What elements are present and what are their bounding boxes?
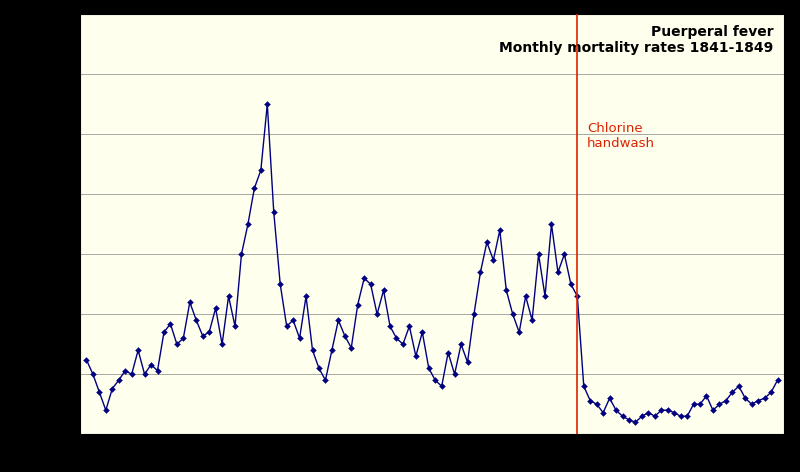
Text: Puerperal fever
Monthly mortality rates 1841-1849: Puerperal fever Monthly mortality rates … [499,25,774,55]
Text: Deaths per 1000 births: Deaths per 1000 births [3,172,13,300]
Text: Chlorine
handwash: Chlorine handwash [587,122,655,150]
